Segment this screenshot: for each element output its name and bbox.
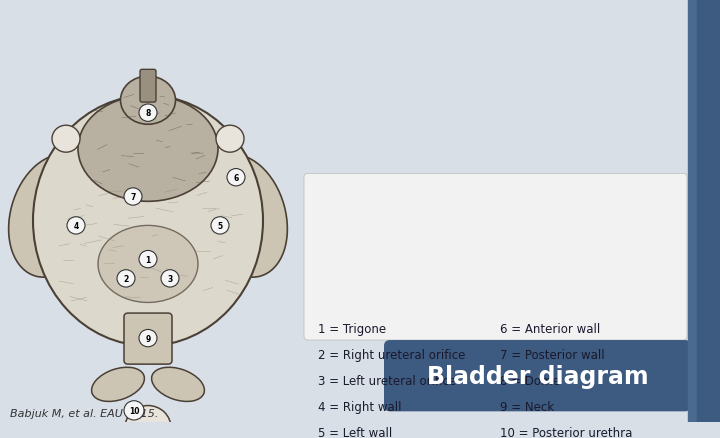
Bar <box>688 0 697 422</box>
Text: 9 = Neck: 9 = Neck <box>500 400 554 413</box>
Text: 8 = Dome: 8 = Dome <box>500 374 559 387</box>
Text: 5: 5 <box>217 221 222 230</box>
Circle shape <box>124 401 144 420</box>
Text: 1: 1 <box>145 255 150 264</box>
FancyBboxPatch shape <box>384 340 691 411</box>
Ellipse shape <box>33 96 263 346</box>
FancyBboxPatch shape <box>124 313 172 364</box>
Ellipse shape <box>98 226 198 303</box>
Text: 5 = Left wall: 5 = Left wall <box>318 426 392 438</box>
Circle shape <box>67 217 85 234</box>
Circle shape <box>52 126 80 153</box>
Circle shape <box>139 330 157 347</box>
Text: 6 = Anterior wall: 6 = Anterior wall <box>500 322 600 335</box>
FancyBboxPatch shape <box>304 174 687 340</box>
Ellipse shape <box>91 367 145 402</box>
Circle shape <box>211 217 229 234</box>
Ellipse shape <box>120 77 176 125</box>
Text: 2: 2 <box>123 274 129 283</box>
Text: 2 = Right ureteral orifice: 2 = Right ureteral orifice <box>318 348 465 361</box>
Circle shape <box>117 270 135 287</box>
Text: 1 = Trigone: 1 = Trigone <box>318 322 386 335</box>
Circle shape <box>216 126 244 153</box>
Text: 7 = Posterior wall: 7 = Posterior wall <box>500 348 605 361</box>
Ellipse shape <box>152 367 204 402</box>
FancyBboxPatch shape <box>140 70 156 103</box>
Circle shape <box>139 105 157 122</box>
Text: 7: 7 <box>130 193 135 201</box>
Text: 10: 10 <box>129 406 139 415</box>
Ellipse shape <box>9 155 97 278</box>
Circle shape <box>139 251 157 268</box>
Ellipse shape <box>199 155 287 278</box>
Circle shape <box>124 188 142 206</box>
Circle shape <box>125 406 171 438</box>
Circle shape <box>161 270 179 287</box>
Text: Babjuk M, et al. EAU 2015.: Babjuk M, et al. EAU 2015. <box>10 409 158 418</box>
Text: Bladder diagram: Bladder diagram <box>427 364 648 388</box>
Text: 4: 4 <box>73 221 78 230</box>
Text: 10 = Posterior urethra: 10 = Posterior urethra <box>500 426 632 438</box>
Bar <box>697 0 720 422</box>
Text: 8: 8 <box>145 109 150 118</box>
Text: 3 = Left ureteral orifice: 3 = Left ureteral orifice <box>318 374 456 387</box>
Ellipse shape <box>78 96 218 202</box>
Circle shape <box>227 169 245 187</box>
Text: 3: 3 <box>167 274 173 283</box>
Text: 4 = Right wall: 4 = Right wall <box>318 400 402 413</box>
Text: 9: 9 <box>145 334 150 343</box>
Text: 6: 6 <box>233 173 238 182</box>
